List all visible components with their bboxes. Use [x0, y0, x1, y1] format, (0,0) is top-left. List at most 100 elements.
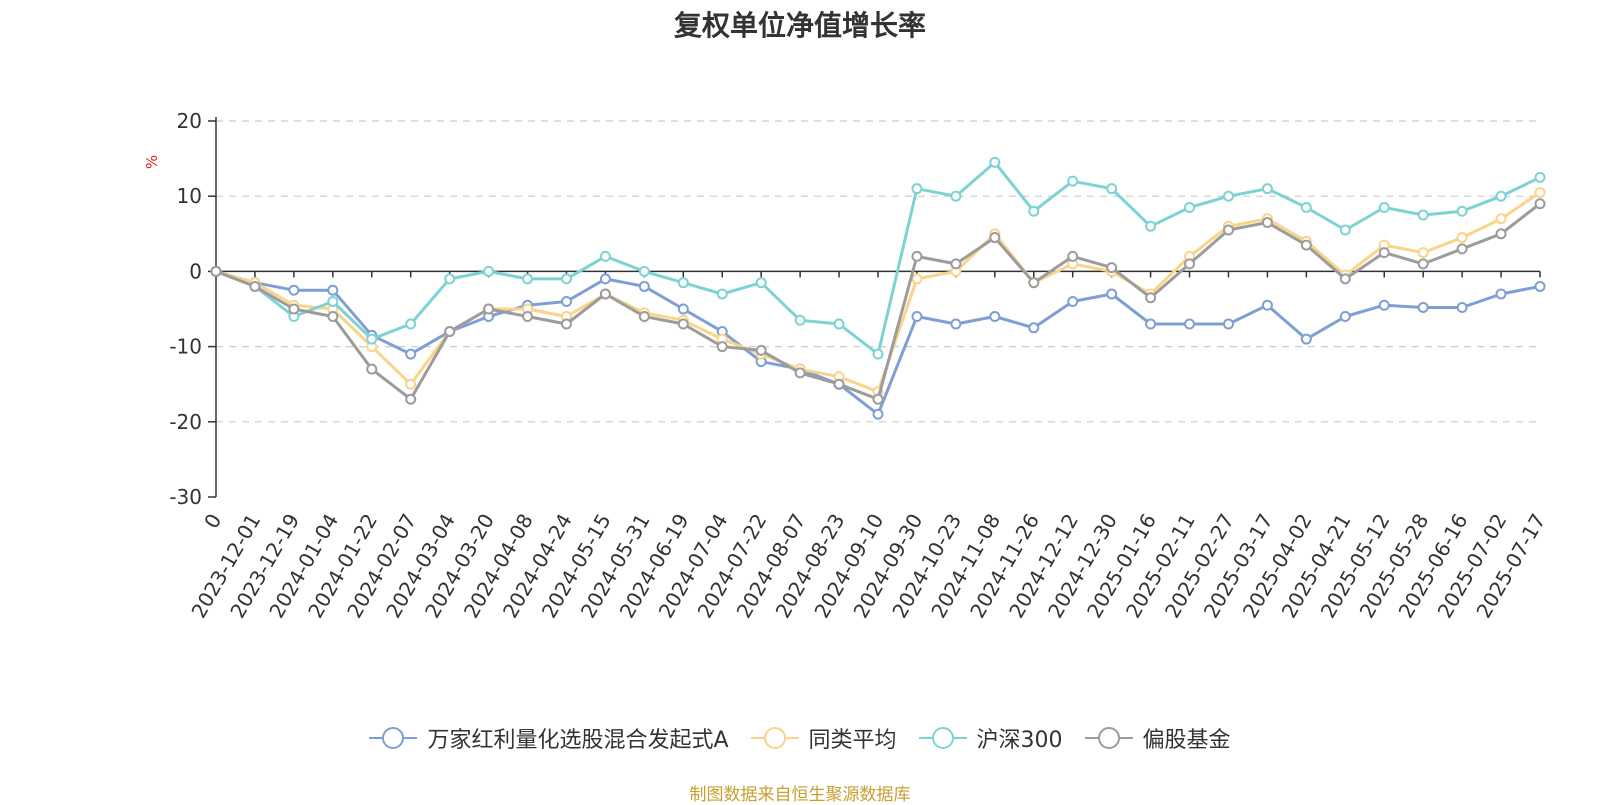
data-point — [327, 284, 339, 296]
data-point — [483, 303, 495, 315]
x-tick-label: 0 — [199, 510, 226, 533]
data-point — [677, 318, 689, 330]
data-point — [794, 314, 806, 326]
data-point — [1067, 295, 1079, 307]
data-point — [950, 258, 962, 270]
legend-label: 偏股基金 — [1142, 728, 1231, 753]
data-point — [1339, 311, 1351, 323]
y-tick-label: -30 — [169, 485, 202, 509]
data-point — [1456, 205, 1468, 217]
data-point — [405, 318, 417, 330]
data-point — [327, 295, 339, 307]
data-point — [1028, 277, 1040, 289]
data-point — [1261, 217, 1273, 229]
data-point — [638, 280, 650, 292]
data-point — [1534, 280, 1546, 292]
legend-swatch — [369, 727, 418, 749]
data-point — [1456, 243, 1468, 255]
y-tick-label: -20 — [169, 410, 202, 434]
data-point — [833, 378, 845, 390]
data-point — [405, 393, 417, 405]
data-point — [405, 348, 417, 360]
data-point — [327, 311, 339, 323]
legend-item-3[interactable]: 偏股基金 — [1084, 722, 1231, 754]
tick-labels: 20100-10-20-30%02023-12-012023-12-192024… — [143, 109, 1550, 622]
data-point — [1261, 183, 1273, 195]
data-point — [911, 250, 923, 262]
data-point — [1261, 299, 1273, 311]
legend-label: 万家红利量化选股混合发起式A — [427, 728, 729, 753]
legend: 万家红利量化选股混合发起式A 同类平均 沪深300 偏股基金 — [0, 722, 1600, 754]
data-point — [1222, 190, 1234, 202]
data-point — [522, 311, 534, 323]
data-point — [1300, 333, 1312, 345]
source-note: 制图数据来自恒生聚源数据库 — [689, 785, 911, 805]
data-point — [1067, 175, 1079, 187]
data-point — [599, 273, 611, 285]
data-point — [1300, 239, 1312, 251]
data-point — [872, 408, 884, 420]
data-point — [1534, 186, 1546, 198]
data-point — [288, 303, 300, 315]
data-point — [1184, 258, 1196, 270]
data-point — [1495, 288, 1507, 300]
data-point — [1106, 262, 1118, 274]
axes — [208, 117, 1541, 498]
data-point — [210, 265, 222, 277]
data-point — [1222, 318, 1234, 330]
data-point — [989, 311, 1001, 323]
data-point — [677, 303, 689, 315]
y-tick-label: 20 — [177, 109, 202, 133]
data-point — [1028, 205, 1040, 217]
line-chart: 20100-10-20-30%02023-12-012023-12-192024… — [143, 109, 1550, 622]
data-point — [1222, 224, 1234, 236]
legend-item-0[interactable]: 万家红利量化选股混合发起式A — [369, 722, 729, 754]
data-point — [1495, 213, 1507, 225]
data-point — [560, 295, 572, 307]
data-point — [716, 341, 728, 353]
legend-swatch — [750, 727, 799, 749]
legend-item-1[interactable]: 同类平均 — [750, 722, 897, 754]
y-tick-label: -10 — [169, 335, 202, 359]
data-point — [560, 318, 572, 330]
data-point — [950, 318, 962, 330]
data-point — [989, 232, 1001, 244]
data-point — [405, 378, 417, 390]
data-point — [950, 190, 962, 202]
data-point — [755, 344, 767, 356]
data-point — [1534, 198, 1546, 210]
data-point — [872, 393, 884, 405]
data-point — [1417, 258, 1429, 270]
data-point — [1145, 220, 1157, 232]
legend-item-2[interactable]: 沪深300 — [918, 722, 1063, 754]
data-point — [599, 288, 611, 300]
data-point — [1145, 318, 1157, 330]
data-point — [1417, 209, 1429, 221]
legend-swatch — [918, 727, 967, 749]
legend-swatch — [1084, 727, 1133, 749]
data-point — [1378, 299, 1390, 311]
data-point — [1145, 292, 1157, 304]
data-point — [560, 273, 572, 285]
data-point — [444, 326, 456, 338]
data-point — [1184, 318, 1196, 330]
data-point — [444, 273, 456, 285]
data-point — [716, 288, 728, 300]
data-point — [288, 284, 300, 296]
data-point — [1106, 183, 1118, 195]
data-point — [638, 265, 650, 277]
data-point — [1417, 247, 1429, 259]
data-point — [1106, 288, 1118, 300]
data-point — [872, 348, 884, 360]
data-point — [911, 273, 923, 285]
data-point — [1417, 301, 1429, 313]
data-point — [911, 183, 923, 195]
legend-label: 同类平均 — [808, 728, 897, 753]
data-point — [1300, 201, 1312, 213]
data-point — [1495, 228, 1507, 240]
data-point — [1028, 322, 1040, 334]
data-point — [755, 277, 767, 289]
data-point — [1339, 224, 1351, 236]
y-axis-label: % — [143, 155, 161, 169]
data-point — [249, 280, 261, 292]
